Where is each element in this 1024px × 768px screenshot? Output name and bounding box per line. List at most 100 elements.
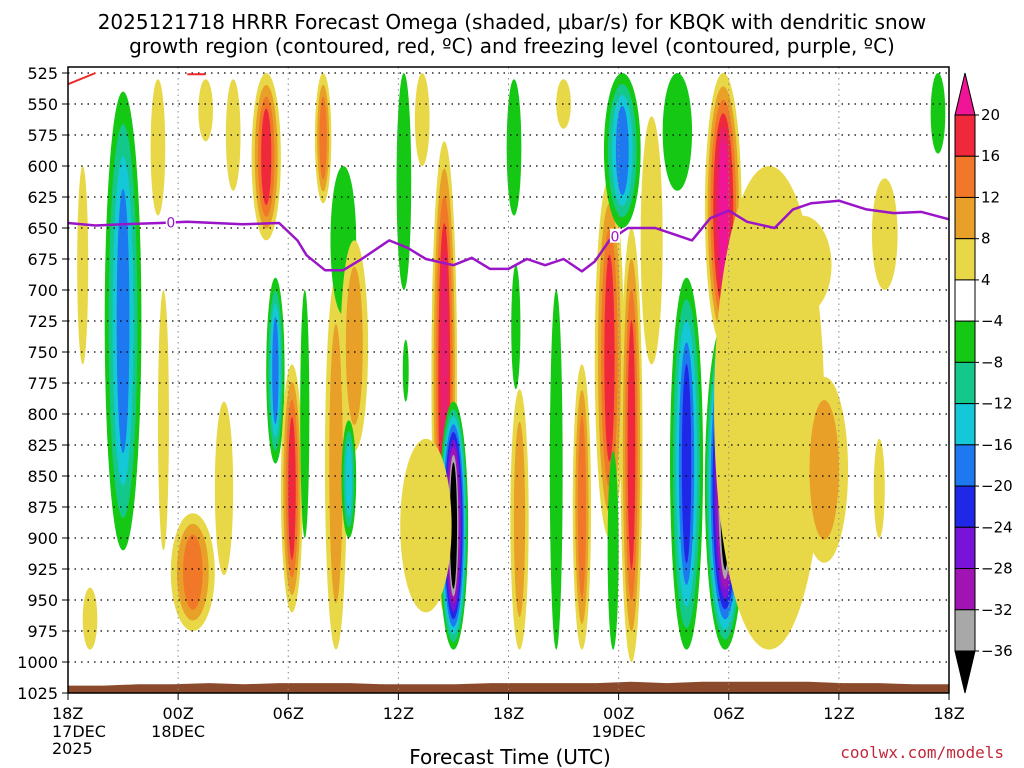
omega-feature-44 — [930, 73, 946, 154]
omega-contour-24-0 — [506, 79, 522, 216]
x-tick-label-6: 06Z — [713, 704, 744, 723]
y-tick-label-700: 700 — [27, 281, 58, 300]
omega-feature-2 — [82, 587, 98, 650]
title-line-1: 2025121718 HRRR Forecast Omega (shaded, … — [98, 10, 927, 34]
colorbar-bin-9 — [954, 444, 976, 487]
colorbar-label-13: −36 — [981, 642, 1013, 660]
omega-feature-28 — [556, 79, 571, 129]
omega-feature-33 — [603, 73, 641, 228]
colorbar-label-9: −20 — [981, 477, 1013, 495]
credit-text: coolwx.com/models — [840, 743, 1004, 762]
omega-contour-28-0 — [556, 79, 571, 129]
omega-feature-24 — [506, 79, 522, 216]
colorbar-label-11: −28 — [981, 560, 1013, 578]
omega-contour-43-0 — [871, 178, 898, 290]
omega-contour-25-0 — [511, 265, 521, 390]
y-tick-label-800: 800 — [27, 405, 58, 424]
omega-feature-0 — [104, 91, 142, 551]
omega-contour-1-0 — [77, 166, 89, 365]
omega-feature-19 — [414, 73, 430, 166]
omega-contour-8-0 — [214, 401, 234, 576]
omega-feature-1 — [77, 166, 89, 365]
dsg-contour-0 — [68, 72, 96, 86]
omega-feature-43 — [871, 178, 898, 290]
colorbar-bin-2 — [954, 155, 976, 198]
omega-feature-36 — [670, 277, 704, 650]
terrain-layer — [68, 681, 949, 693]
omega-contour-7-0 — [225, 79, 241, 191]
x-tick-sublabel-1-0: 18DEC — [151, 722, 205, 741]
dendritic-growth-contours — [68, 72, 206, 86]
omega-feature-20 — [402, 339, 409, 402]
x-tick-label-1: 00Z — [162, 704, 193, 723]
omega-contour-6-0 — [198, 79, 213, 142]
omega-contour-38-5 — [718, 140, 728, 279]
freezing-level-line — [68, 199, 949, 273]
colorbar-bin-7 — [954, 361, 976, 405]
omega-contour-16-1 — [345, 266, 363, 425]
colorbar: 20 16 12 8 4 −4 −8 −12 −16 −20 −24 −28 −32 −36 — [954, 72, 1013, 694]
x-tick-label-8: 18Z — [933, 704, 964, 723]
omega-contour-0-3 — [116, 188, 130, 454]
omega-shading-layer — [77, 72, 946, 662]
colorbar-label-5: −4 — [981, 312, 1003, 330]
colorbar-label-4: 4 — [981, 271, 991, 289]
x-tick-sublabel-0-1: 2025 — [52, 739, 93, 758]
omega-contour-26-1 — [513, 421, 526, 618]
omega-feature-7 — [225, 79, 241, 191]
omega-contour-19-0 — [414, 73, 430, 166]
colorbar-top-arrow — [954, 72, 976, 116]
omega-feature-27 — [549, 290, 563, 650]
omega-feature-6 — [198, 79, 213, 142]
freezing-level-layer: 00 — [68, 199, 949, 273]
y-tick-label-600: 600 — [27, 157, 58, 176]
colorbar-label-1: 16 — [981, 147, 1000, 165]
y-tick-label-750: 750 — [27, 343, 58, 362]
x-tick-sublabel-0-0: 17DEC — [52, 722, 106, 741]
omega-feature-5 — [170, 513, 215, 631]
omega-contour-44-0 — [930, 73, 946, 154]
y-tick-label-525: 525 — [27, 64, 58, 83]
omega-feature-42 — [873, 438, 885, 538]
omega-feature-31 — [620, 228, 643, 662]
omega-contour-36-4 — [681, 363, 692, 564]
omega-contour-9-3 — [261, 108, 272, 205]
freezing-label-bg-1 — [609, 228, 620, 243]
x-tick-label-7: 12Z — [823, 704, 854, 723]
omega-contour-3-0 — [150, 79, 166, 216]
colorbar-bin-8 — [954, 403, 976, 446]
omega-contour-32-0 — [607, 451, 619, 650]
x-tick-sublabel-5-0: 19DEC — [592, 722, 646, 741]
omega-contour-10-3 — [272, 317, 279, 425]
omega-feature-18 — [396, 73, 412, 290]
omega-contour-20-0 — [402, 339, 409, 402]
y-tick-label-850: 850 — [27, 467, 58, 486]
y-axis: 525 550 575 600 625 650 675 700 725 750 775 800 825 8… — [17, 64, 68, 703]
omega-feature-40 — [772, 215, 832, 315]
omega-contour-14-1 — [329, 324, 343, 604]
omega-contour-33-3 — [615, 105, 629, 196]
omega-feature-11 — [280, 364, 303, 613]
y-tick-label-675: 675 — [27, 250, 58, 269]
y-tick-label-650: 650 — [27, 219, 58, 238]
plot-area: 00 — [68, 67, 949, 693]
y-tick-label-875: 875 — [27, 498, 58, 517]
y-tick-label-975: 975 — [27, 622, 58, 641]
omega-contour-22-9 — [451, 470, 456, 582]
omega-contour-12-0 — [300, 290, 310, 538]
omega-contour-18-0 — [396, 73, 412, 290]
chart-title: 2025121718 HRRR Forecast Omega (shaded, … — [98, 10, 927, 58]
y-tick-label-900: 900 — [27, 529, 58, 548]
omega-contour-17-2 — [345, 441, 353, 517]
omega-feature-26 — [510, 389, 529, 650]
colorbar-bottom-arrow — [954, 650, 976, 694]
omega-feature-13 — [314, 73, 332, 204]
terrain-fill — [68, 681, 949, 693]
title-line-2: growth region (contoured, red, ºC) and f… — [129, 34, 895, 58]
y-tick-label-550: 550 — [27, 95, 58, 114]
omega-feature-35 — [662, 72, 693, 191]
omega-contour-30-3 — [604, 254, 615, 462]
colorbar-label-2: 12 — [981, 188, 1000, 206]
